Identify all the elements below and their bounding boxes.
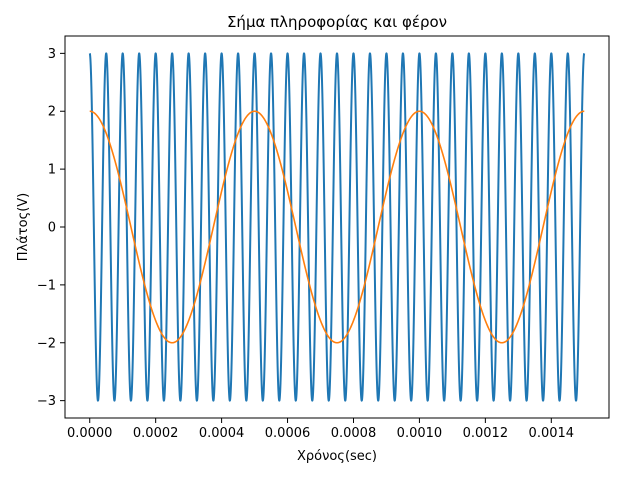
y-tick-label: 3 xyxy=(48,47,56,62)
y-tick-label: 2 xyxy=(48,105,56,120)
x-tick-label: 0.0002 xyxy=(133,426,179,441)
y-axis-ticks: −3 −2 −1 0 1 2 3 xyxy=(37,47,65,409)
y-axis-label: Πλάτος(V) xyxy=(16,193,31,262)
y-tick-label: 1 xyxy=(48,163,56,178)
x-axis-ticks: 0.0000 0.0002 0.0004 0.0006 0.0008 0.0010 0.00… xyxy=(67,418,574,441)
y-tick-label: −2 xyxy=(37,336,56,351)
y-tick-label: −3 xyxy=(37,394,56,409)
y-tick-label: 0 xyxy=(48,221,56,236)
x-tick-label: 0.0004 xyxy=(199,426,245,441)
x-tick-label: 0.0014 xyxy=(529,426,575,441)
series-line-1 xyxy=(88,52,586,402)
y-tick-label: −1 xyxy=(37,278,56,293)
x-tick-label: 0.0000 xyxy=(67,426,113,441)
x-tick-label: 0.0012 xyxy=(463,426,509,441)
x-tick-label: 0.0006 xyxy=(265,426,311,441)
x-tick-label: 0.0008 xyxy=(331,426,377,441)
x-tick-label: 0.0010 xyxy=(397,426,443,441)
x-axis-label: Χρόνος(sec) xyxy=(297,449,377,464)
plot-area xyxy=(88,52,586,402)
chart-title: Σήμα πληροφορίας και φέρον xyxy=(227,13,447,31)
series-line-2 xyxy=(89,110,585,344)
axes-frame xyxy=(64,35,610,419)
